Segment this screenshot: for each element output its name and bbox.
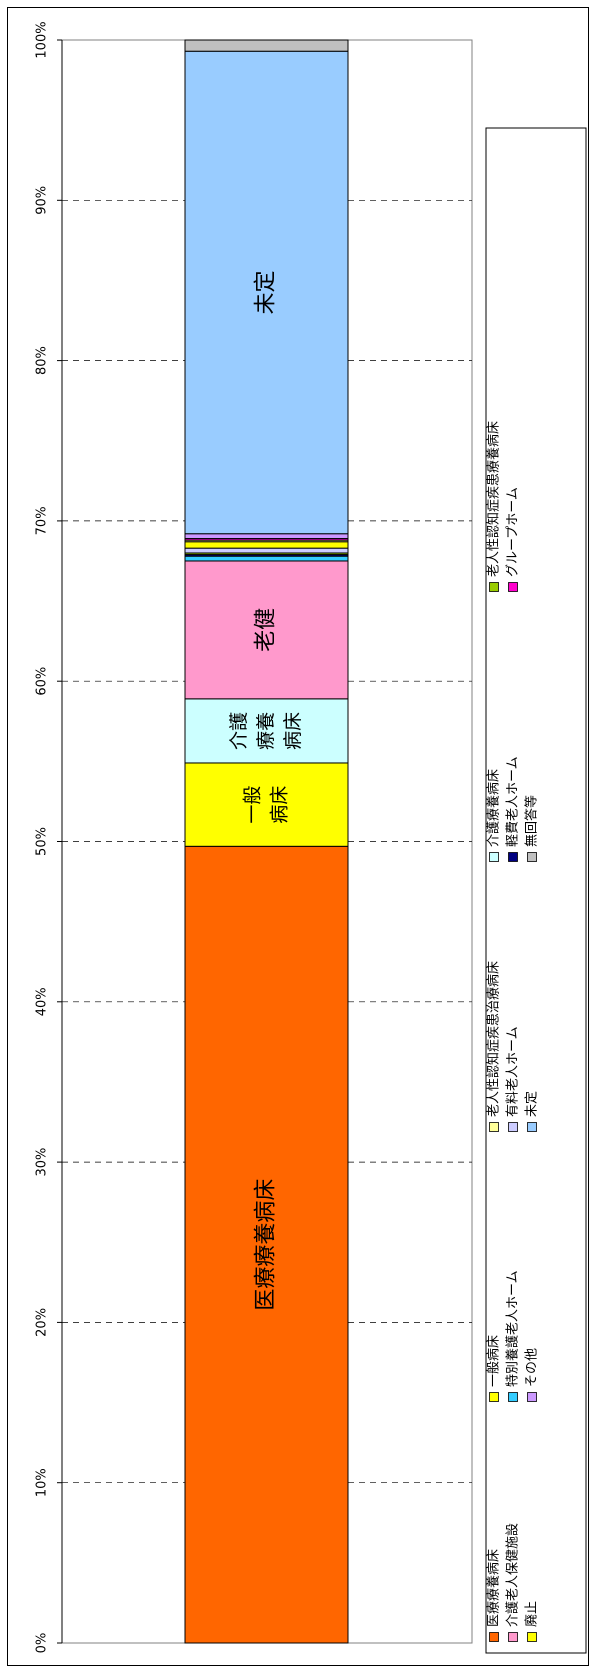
segment-label-line: 老健: [254, 608, 279, 652]
legend-swatch: [489, 1632, 499, 1642]
legend-swatch: [508, 1632, 518, 1642]
legend-swatch: [527, 1392, 537, 1402]
tick-label: 30%: [35, 1148, 50, 1177]
legend-swatch: [489, 582, 499, 592]
bar-segment: [184, 555, 349, 562]
segment-label-line: 病床: [282, 712, 304, 750]
legend-label: 特別養護老人ホーム: [505, 1270, 521, 1387]
legend-swatch: [527, 1632, 537, 1642]
legend-swatch: [527, 1122, 537, 1132]
bar-segment: [184, 533, 349, 540]
segment-label: 未定: [254, 270, 279, 314]
tick-label: 60%: [35, 667, 50, 696]
legend-label: 軽費老人ホーム: [506, 756, 521, 847]
legend-label: 一般病床: [486, 1335, 502, 1387]
legend-label: 無回答等: [524, 795, 540, 847]
bar-segment: [184, 845, 349, 1644]
bar-segment: [184, 698, 349, 764]
segment-label: 一般 病床: [242, 786, 291, 824]
legend-label: グループホーム: [506, 487, 521, 577]
bar-segment: [184, 39, 349, 52]
legend-label: 老人性認知症疾患療養病床: [486, 421, 502, 577]
bar-segment: [184, 560, 349, 700]
tick-label: 10%: [35, 1468, 50, 1497]
legend-swatch: [489, 1392, 499, 1402]
tick-label: 20%: [35, 1308, 50, 1337]
tick-label: 90%: [35, 186, 50, 215]
segment-label: 老健: [254, 608, 279, 652]
legend-label: 介護療養病床: [486, 769, 502, 847]
segment-label: 医療療養病床: [254, 1179, 279, 1311]
legend-swatch: [508, 1392, 518, 1402]
segment-label-line: 療養: [255, 712, 277, 750]
segment-label-line: 一般: [242, 786, 264, 824]
bar-segment: [184, 762, 349, 847]
legend-swatch: [508, 1122, 518, 1132]
legend-swatch: [527, 852, 537, 862]
legend-swatch: [489, 852, 499, 862]
segment-label-line: 医療療養病床: [254, 1179, 279, 1311]
legend-swatch: [508, 852, 518, 862]
tick-label: 100%: [35, 21, 50, 58]
legend-label: 未定: [525, 1091, 540, 1117]
tick-label: 0%: [35, 1633, 50, 1654]
legend-label: 介護老人保健施設: [505, 1523, 521, 1627]
legend-label: 老人性認知症疾患治療病床: [486, 961, 502, 1117]
bar-segment: [184, 50, 349, 535]
legend-swatch: [489, 1122, 499, 1132]
legend-label: 廃止: [524, 1601, 540, 1627]
tick-label: 70%: [35, 506, 50, 535]
legend: [485, 127, 587, 1654]
legend-swatch: [508, 582, 518, 592]
tick-label: 80%: [35, 346, 50, 375]
bar-segment: [184, 547, 349, 554]
legend-label: その他: [525, 1348, 540, 1387]
tick-label: 50%: [35, 827, 50, 856]
segment-label-line: 未定: [254, 270, 279, 314]
segment-label-line: 病床: [269, 786, 291, 824]
segment-label: 介護 療養 病床: [228, 712, 304, 750]
legend-label: 有料老人ホーム: [506, 1026, 521, 1117]
segment-label-line: 介護: [228, 712, 250, 750]
bar-segment: [184, 541, 349, 549]
tick-label: 40%: [35, 987, 50, 1016]
legend-label: 医療療養病床: [486, 1549, 502, 1627]
